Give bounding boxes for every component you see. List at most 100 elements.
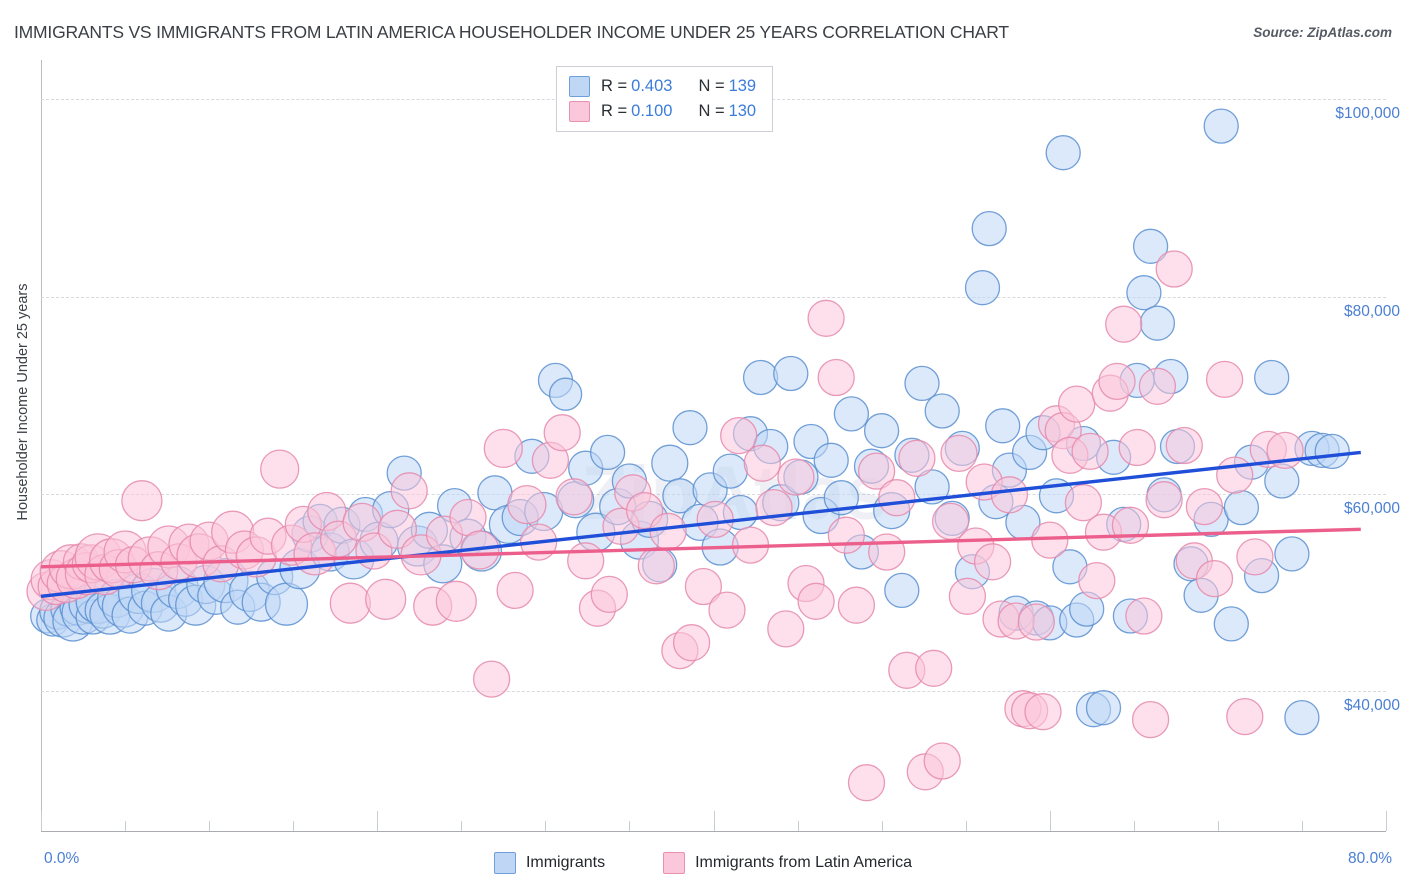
scatter-point	[1132, 228, 1169, 264]
scatter-point	[1314, 433, 1350, 470]
scatter-point	[971, 210, 1007, 247]
scatter-point	[1078, 561, 1116, 600]
x-axis-tick	[293, 821, 295, 831]
scatter-point	[377, 509, 418, 549]
x-axis-tick	[797, 821, 799, 831]
scatter-point	[472, 660, 511, 698]
scatter-point	[964, 270, 1001, 306]
scatter-point	[868, 533, 906, 571]
x-axis-tick	[377, 811, 379, 831]
scatter-point	[696, 500, 734, 539]
x-axis-tick	[545, 821, 547, 831]
x-axis-tick	[1133, 821, 1135, 831]
scatter-point	[264, 582, 309, 626]
x-axis-tick	[713, 811, 715, 831]
x-axis-tick	[1049, 811, 1051, 831]
scatter-point	[1017, 603, 1055, 641]
scatter-point	[1155, 250, 1193, 288]
scatter-point	[672, 410, 708, 446]
x-axis-min-label: 0.0%	[44, 850, 80, 867]
scatter-points-layer	[26, 108, 1361, 802]
scatter-point	[915, 649, 953, 687]
scatter-point	[898, 439, 936, 477]
scatter-point	[755, 488, 793, 527]
scatter-point	[555, 478, 593, 516]
scatter-point	[823, 480, 859, 516]
blue-swatch-icon	[493, 852, 516, 874]
scatter-point	[260, 449, 300, 489]
scatter-point	[712, 453, 748, 489]
scatter-point	[672, 624, 711, 662]
legend-item-immigrants[interactable]: Immigrants	[493, 852, 606, 874]
scatter-point	[590, 575, 628, 614]
x-axis-tick	[41, 811, 42, 831]
scatter-point	[878, 479, 916, 517]
r-value-immigrants: 0.403	[631, 77, 673, 95]
scatter-point	[807, 299, 845, 337]
scatter-point	[1098, 362, 1136, 401]
scatter-point	[1126, 275, 1162, 311]
stats-row-latin-america: R = 0.100 N = 130	[569, 99, 756, 124]
scatter-point	[863, 413, 900, 449]
scatter-point	[884, 572, 920, 609]
chart-legend: Immigrants Immigrants from Latin America	[0, 852, 1406, 874]
scatter-point	[777, 458, 815, 496]
scatter-point	[1274, 536, 1310, 572]
scatter-point	[1045, 135, 1081, 171]
scatter-point	[1064, 484, 1103, 522]
scatter-point	[923, 742, 961, 780]
gridline	[41, 296, 1386, 298]
scatter-point	[1284, 699, 1320, 736]
y-axis-title: Householder Income Under 25 years	[15, 283, 31, 521]
scatter-point	[773, 355, 809, 392]
series-immigrants-from-latin-america	[26, 250, 1304, 802]
legend-item-latin-america[interactable]: Immigrants from Latin America	[663, 852, 912, 874]
scatter-point	[837, 586, 876, 624]
page-title: IMMIGRANTS VS IMMIGRANTS FROM LATIN AMER…	[14, 22, 1009, 42]
scatter-point	[742, 359, 779, 396]
scatter-point	[1085, 690, 1122, 726]
x-axis-tick	[629, 821, 631, 831]
scatter-point	[637, 547, 675, 585]
scatter-point	[649, 512, 687, 550]
scatter-point	[390, 472, 428, 510]
scatter-point	[948, 577, 987, 615]
scatter-point	[1236, 538, 1274, 576]
scatter-point	[507, 484, 547, 525]
y-axis-line	[41, 60, 42, 832]
x-axis-tick	[1301, 821, 1303, 831]
n-label: N =	[698, 102, 725, 120]
n-value-immigrants: 139	[728, 77, 757, 95]
x-axis-tick	[1386, 811, 1387, 831]
scatter-point	[827, 516, 865, 554]
y-axis-tick-label: $40,000	[1343, 696, 1400, 714]
x-axis-tick	[1217, 821, 1219, 831]
scatter-point	[1138, 367, 1177, 405]
scatter-point	[651, 444, 689, 482]
scatter-point	[1024, 693, 1062, 731]
r-value-latin-america: 0.100	[631, 102, 673, 120]
scatter-point	[548, 377, 583, 411]
scatter-point	[1185, 487, 1224, 526]
x-axis-max-label: 80.0%	[1348, 850, 1392, 867]
scatter-point	[567, 542, 605, 580]
trend-line	[40, 450, 1361, 598]
source-attribution: Source: ZipAtlas.com	[1253, 25, 1392, 40]
legend-label-immigrants: Immigrants	[525, 854, 606, 871]
trend-line	[40, 527, 1361, 569]
scatter-point	[833, 396, 870, 432]
scatter-point	[684, 567, 723, 606]
scatter-point	[743, 444, 781, 482]
pink-swatch-icon	[663, 852, 686, 874]
scatter-point	[365, 578, 407, 620]
scatter-point	[1118, 428, 1156, 467]
scatter-point	[985, 408, 1021, 444]
r-label: R =	[601, 77, 628, 95]
scatter-point	[589, 434, 626, 471]
scatter-point	[1195, 559, 1234, 598]
scatter-point	[720, 416, 758, 455]
y-axis-tick-label: $80,000	[1343, 302, 1400, 320]
scatter-point	[1216, 456, 1254, 494]
x-axis-tick	[461, 821, 463, 831]
